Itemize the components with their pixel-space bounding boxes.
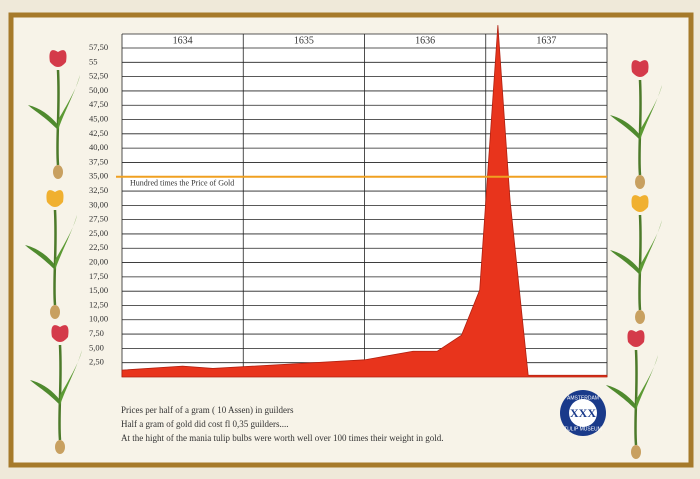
y-tick-label: 2,50 — [89, 357, 104, 367]
note: Half a gram of gold did cost fl 0,35 gui… — [121, 419, 288, 429]
x-tick-label: 1637 — [536, 35, 556, 46]
y-tick-label: 35,00 — [89, 171, 108, 181]
y-tick-label: 27,50 — [89, 214, 108, 224]
tulip — [604, 330, 660, 461]
logo: AMSTERDAM TULIP MUSEUM XXX — [560, 390, 606, 436]
y-tick-label: 45,00 — [89, 113, 108, 123]
x-tick-label: 1635 — [294, 35, 314, 46]
logo-mark: XXX — [570, 406, 596, 420]
tulip — [608, 195, 664, 326]
y-tick-label: 12,50 — [89, 299, 108, 309]
y-tick-label: 20,00 — [89, 257, 108, 267]
note: At the hight of the mania tulip bulbs we… — [121, 433, 443, 443]
y-tick-label: 37,50 — [89, 156, 108, 166]
y-tick-label: 50,00 — [89, 85, 108, 95]
y-tick-label: 32,50 — [89, 185, 108, 195]
y-tick-label: 22,50 — [89, 242, 108, 252]
y-tick-label: 10,00 — [89, 314, 108, 324]
y-tick-label: 15,00 — [89, 285, 108, 295]
tulip — [26, 50, 82, 181]
reference-label: Hundred times the Price of Gold — [130, 179, 234, 188]
logo-text: TULIP MUSEUM — [564, 426, 602, 432]
y-tick-label: 30,00 — [89, 199, 108, 209]
y-tick-label: 47,50 — [89, 99, 108, 109]
tulip — [23, 190, 79, 321]
logo-text: AMSTERDAM — [567, 395, 599, 401]
y-tick-label: 17,50 — [89, 271, 108, 281]
y-tick-label: 57,50 — [89, 42, 108, 52]
tulip — [608, 60, 664, 191]
y-tick-label: 7,50 — [89, 328, 104, 338]
note: Prices per half of a gram ( 10 Assen) in… — [121, 405, 294, 415]
tulip — [28, 325, 84, 456]
y-tick-label: 5,00 — [89, 342, 104, 352]
x-tick-label: 1636 — [415, 35, 435, 46]
y-tick-label: 55 — [89, 56, 98, 66]
y-tick-label: 40,00 — [89, 142, 108, 152]
x-tick-label: 1634 — [173, 35, 193, 46]
y-tick-label: 42,50 — [89, 128, 108, 138]
y-tick-label: 52,50 — [89, 71, 108, 81]
y-tick-label: 25,00 — [89, 228, 108, 238]
area — [121, 25, 608, 378]
